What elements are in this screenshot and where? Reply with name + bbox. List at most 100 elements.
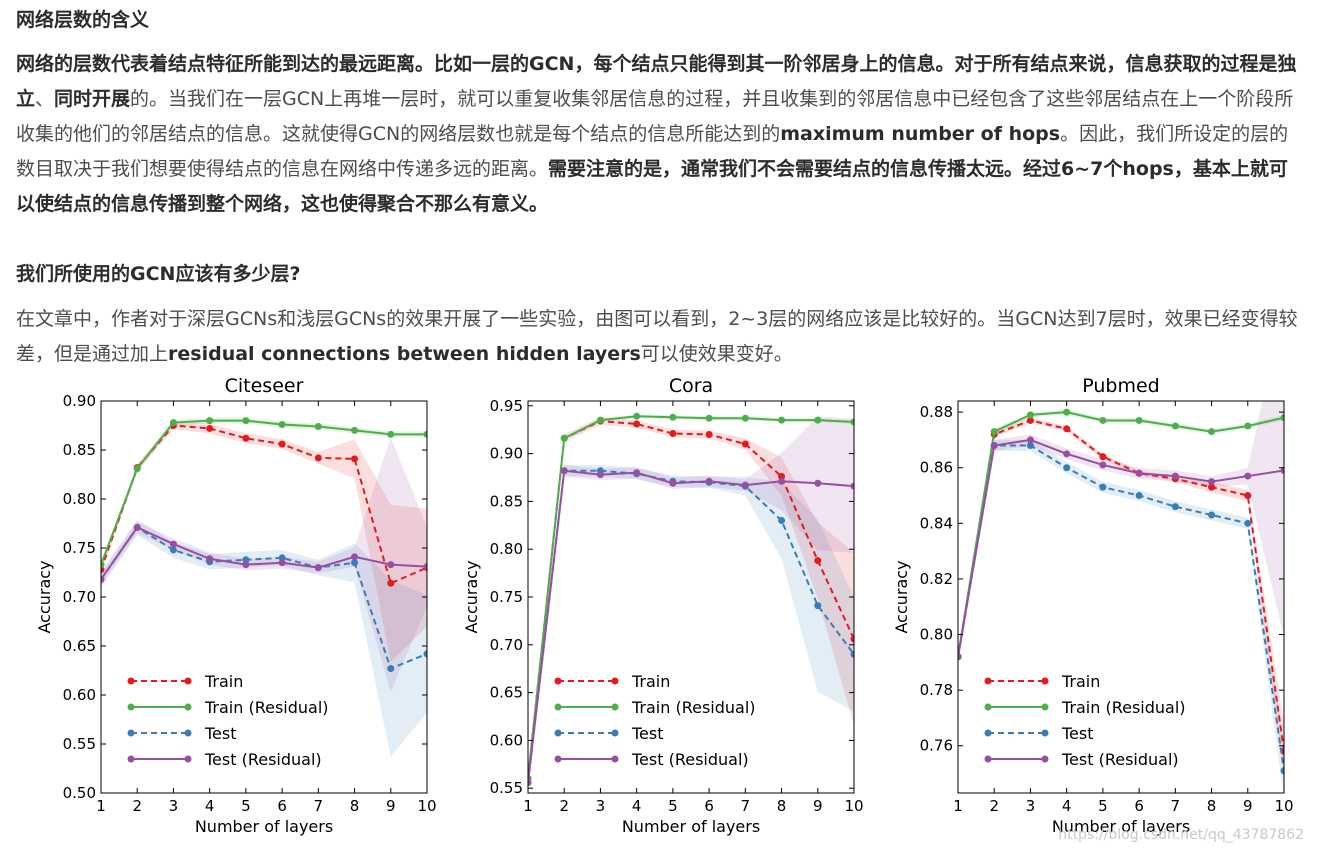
data-point-test_residual <box>314 564 322 572</box>
chart-title: Citeseer <box>225 375 304 397</box>
data-point-train_residual <box>1099 416 1107 424</box>
y-tick-label: 0.85 <box>63 441 96 459</box>
x-tick-label: 1 <box>953 797 963 815</box>
legend-marker <box>184 729 192 737</box>
chart-pubmed-svg: Pubmed 1 2 3 4 5 6 7 8 9 10 0.76 0.78 0.80 0.82 0.84 0.8… <box>892 375 1294 836</box>
data-point-test <box>387 665 395 673</box>
data-point-test <box>1026 441 1034 449</box>
section-heading-how-many-layers: 我们所使用的GCN应该有多少层? <box>16 263 301 285</box>
y-tick-label: 0.90 <box>490 445 523 463</box>
x-tick-label: 6 <box>704 797 714 815</box>
data-point-test_residual <box>1280 467 1284 475</box>
series-line-test_residual <box>528 469 854 783</box>
data-point-train_residual <box>741 414 749 422</box>
data-point-train <box>1099 453 1107 461</box>
data-point-train <box>850 635 854 643</box>
data-point-train_residual <box>242 417 250 425</box>
x-tick-label: 7 <box>741 797 751 815</box>
data-point-train_residual <box>778 416 786 424</box>
x-tick-label: 1 <box>523 797 533 815</box>
x-tick-label: 3 <box>1026 797 1036 815</box>
legend: Train Train (Residual) Test Test (Residual) <box>554 672 756 769</box>
legend-label-test: Test <box>631 724 664 743</box>
data-point-train_residual <box>705 414 713 422</box>
y-tick-label: 0.70 <box>63 588 96 606</box>
plot-frame <box>957 400 1285 794</box>
x-tick-label: 5 <box>1098 797 1108 815</box>
text-run: 在文章中，作者对于深层GCNs和浅层GCNs的效果开展了一些实验，由图可以看到，… <box>16 308 1298 365</box>
data-point-test <box>1099 483 1107 491</box>
data-point-test_residual <box>169 540 177 548</box>
x-tick-label: 4 <box>205 797 215 815</box>
bold-text: 需要注意的是，通常我们不会需要结点的信息传播太远。经过6~7个hops，基本上就… <box>16 158 1288 215</box>
data-point-test_residual <box>705 477 713 485</box>
legend-marker <box>984 729 992 737</box>
x-tick-label: 10 <box>844 797 863 815</box>
data-point-test_residual <box>1171 472 1179 480</box>
data-point-test_residual <box>1063 450 1071 458</box>
data-point-train_residual <box>560 434 568 442</box>
chart-pubmed: Pubmed 1 2 3 4 5 6 7 8 9 10 0.76 0.78 0.80 0.82 0.84 0.8… <box>885 372 1295 840</box>
data-point-train_residual <box>850 418 854 426</box>
data-point-test_residual <box>278 559 286 567</box>
data-point-train_residual <box>596 416 604 424</box>
y-tick-label: 0.75 <box>490 588 523 606</box>
data-point-train <box>633 420 641 428</box>
chart-cora: Cora 1 2 3 4 5 6 7 8 9 10 0.55 0.60 0.65 0.70 0.75 0.80 0… <box>455 372 865 840</box>
data-point-train_residual <box>423 430 427 438</box>
text-run: 。因此，我们所设定的层的数目取决于我们想要使得结点的信息在网络中传递多远的距离。 <box>16 123 1289 180</box>
text-run: 的。当我们在一层GCN上再堆一层时，就可以重复收集邻居信息的过程，并且收集到的邻… <box>16 88 1294 145</box>
legend-marker <box>611 703 619 711</box>
data-point-test_residual <box>990 441 998 449</box>
bold-text: maximum number of hops <box>780 123 1061 145</box>
data-point-test <box>778 517 786 525</box>
data-point-test <box>814 602 822 610</box>
data-point-train_residual <box>169 419 177 427</box>
y-tick-label: 0.65 <box>490 684 523 702</box>
data-point-test <box>1135 492 1143 500</box>
legend-label-test_residual: Test (Residual) <box>631 750 749 769</box>
x-tick-label: 9 <box>386 797 396 815</box>
bold-text: residual connections between hidden laye… <box>168 343 641 365</box>
legend-label-test: Test <box>204 724 237 743</box>
data-point-test <box>1171 503 1179 511</box>
legend-marker <box>611 755 619 763</box>
data-point-train <box>1244 492 1252 500</box>
data-point-train <box>351 455 359 463</box>
x-tick-label: 2 <box>132 797 142 815</box>
legend-marker <box>984 677 992 685</box>
data-point-test_residual <box>351 553 359 561</box>
paragraph-layer-meaning: 网络的层数代表着结点特征所能到达的最远距离。比如一层的GCN，每个结点只能得到其… <box>16 47 1306 222</box>
data-point-test <box>169 546 177 554</box>
series-line-train_residual <box>958 411 1284 657</box>
legend-marker <box>127 729 135 737</box>
data-point-test_residual <box>242 561 250 569</box>
data-point-test_residual <box>560 467 568 475</box>
legend: Train Train (Residual) Test Test (Residual) <box>127 672 329 769</box>
data-point-test_residual <box>814 479 822 487</box>
data-point-test_residual <box>741 481 749 489</box>
text-run: 、 <box>35 88 55 110</box>
data-point-test_residual <box>1244 472 1252 480</box>
y-tick-label: 0.80 <box>63 490 96 508</box>
data-point-train_residual <box>351 426 359 434</box>
legend-label-train: Train <box>1061 672 1100 691</box>
legend-marker <box>1041 755 1049 763</box>
legend-label-train_residual: Train (Residual) <box>204 698 329 717</box>
data-point-train_residual <box>101 561 105 569</box>
data-point-test_residual <box>1099 461 1107 469</box>
data-point-train_residual <box>387 430 395 438</box>
data-point-train <box>1208 483 1216 491</box>
data-point-train_residual <box>814 416 822 424</box>
data-point-test_residual <box>1026 436 1034 444</box>
x-tick-label: 8 <box>1207 797 1217 815</box>
x-tick-label: 4 <box>632 797 642 815</box>
data-point-test_residual <box>633 469 641 477</box>
data-point-train_residual <box>314 422 322 430</box>
data-point-test_residual <box>596 471 604 479</box>
bold-text: 网络的层数代表着结点特征所能到达的最远距离。比如一层的GCN，每个结点只能得到其… <box>16 53 1297 110</box>
data-point-test <box>1208 511 1216 519</box>
data-point-train_residual <box>1063 408 1071 416</box>
legend-label-train: Train <box>631 672 670 691</box>
data-point-train <box>387 579 395 587</box>
